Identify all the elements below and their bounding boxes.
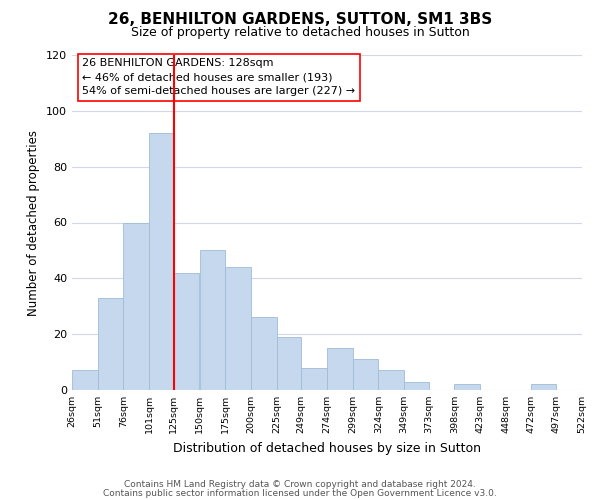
Bar — [72, 370, 98, 390]
Bar — [277, 337, 301, 390]
Bar — [98, 298, 124, 390]
Text: Contains HM Land Registry data © Crown copyright and database right 2024.: Contains HM Land Registry data © Crown c… — [124, 480, 476, 489]
Text: 26 BENHILTON GARDENS: 128sqm
← 46% of detached houses are smaller (193)
54% of s: 26 BENHILTON GARDENS: 128sqm ← 46% of de… — [82, 58, 355, 96]
Bar — [251, 318, 277, 390]
Bar — [225, 267, 251, 390]
Bar — [327, 348, 353, 390]
Bar — [379, 370, 404, 390]
Bar — [124, 222, 149, 390]
Bar — [353, 360, 379, 390]
Y-axis label: Number of detached properties: Number of detached properties — [28, 130, 40, 316]
Text: Size of property relative to detached houses in Sutton: Size of property relative to detached ho… — [131, 26, 469, 39]
Bar — [301, 368, 327, 390]
Bar — [530, 384, 556, 390]
Text: 26, BENHILTON GARDENS, SUTTON, SM1 3BS: 26, BENHILTON GARDENS, SUTTON, SM1 3BS — [108, 12, 492, 28]
Bar — [174, 273, 199, 390]
Bar — [149, 133, 174, 390]
Bar — [404, 382, 429, 390]
Text: Contains public sector information licensed under the Open Government Licence v3: Contains public sector information licen… — [103, 489, 497, 498]
Bar — [199, 250, 225, 390]
Bar — [455, 384, 480, 390]
X-axis label: Distribution of detached houses by size in Sutton: Distribution of detached houses by size … — [173, 442, 481, 454]
